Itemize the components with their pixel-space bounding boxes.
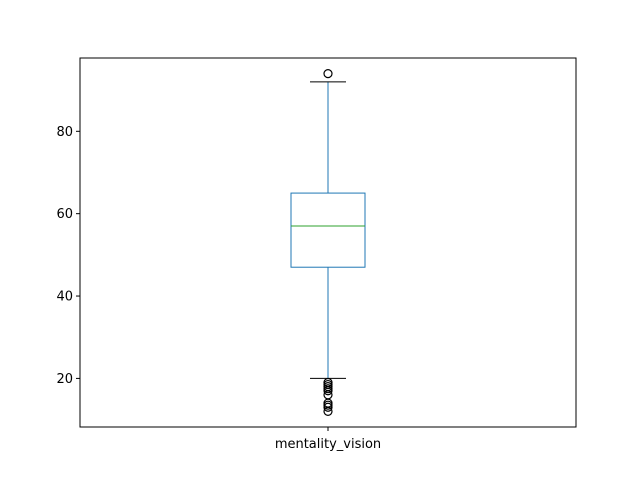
x-tick-label: mentality_vision bbox=[275, 437, 381, 452]
plot-layer bbox=[290, 69, 366, 416]
outlier-point bbox=[323, 402, 333, 412]
outlier-point bbox=[323, 406, 333, 416]
iqr-box bbox=[290, 192, 366, 268]
y-tick-label: 60 bbox=[56, 207, 73, 222]
y-tick-label: 80 bbox=[56, 125, 73, 140]
y-tick-label: 20 bbox=[56, 372, 73, 387]
outlier-point bbox=[323, 69, 333, 79]
outlier-point bbox=[323, 386, 333, 396]
y-tick-label: 40 bbox=[56, 290, 73, 305]
axis-layer: 20 40 60 80 mentality_vision bbox=[56, 125, 381, 452]
